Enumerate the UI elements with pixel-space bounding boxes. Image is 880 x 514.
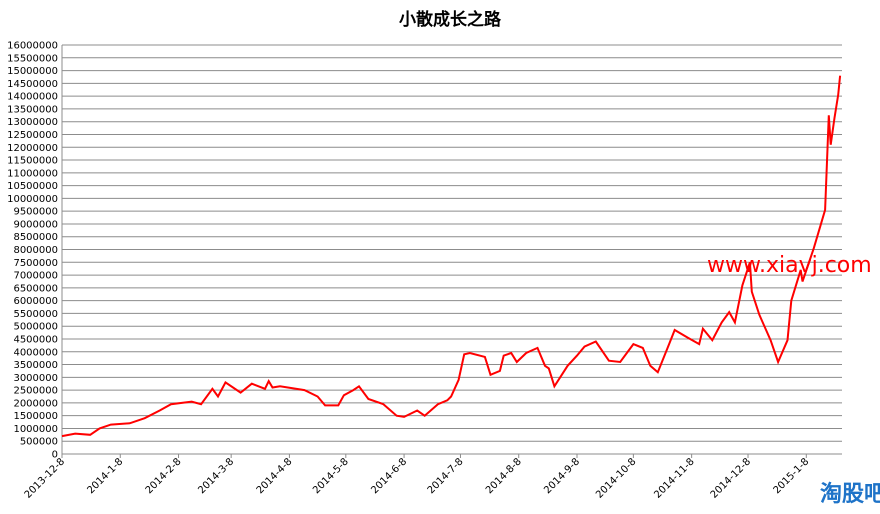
y-tick-label: 16000000: [7, 41, 58, 52]
y-tick-label: 9000000: [13, 219, 58, 230]
y-tick-label: 5000000: [13, 322, 58, 333]
x-tick-label: 2014-10-8: [594, 456, 638, 500]
x-tick-label: 2014-3-8: [196, 456, 236, 496]
y-tick-label: 10500000: [7, 181, 58, 192]
y-tick-label: 13500000: [7, 104, 58, 115]
x-tick-label: 2014-11-8: [652, 456, 696, 500]
y-tick-label: 14500000: [7, 79, 58, 90]
y-tick-label: 4500000: [13, 334, 58, 345]
y-tick-label: 12000000: [7, 143, 58, 154]
y-tick-label: 1000000: [13, 424, 58, 435]
y-tick-label: 2500000: [13, 386, 58, 397]
y-tick-label: 6500000: [13, 283, 58, 294]
y-tick-label: 10000000: [7, 194, 58, 205]
x-tick-label: 2014-4-8: [255, 456, 295, 496]
watermark: www.xiavj.com: [707, 253, 872, 278]
y-tick-label: 7000000: [13, 271, 58, 282]
y-tick-label: 6000000: [13, 296, 58, 307]
y-tick-label: 15500000: [7, 53, 58, 64]
y-tick-label: 0: [52, 450, 58, 461]
y-tick-label: 15000000: [7, 66, 58, 77]
x-tick-label: 2015-1-8: [772, 456, 812, 496]
x-tick-label: 2013-12-8: [23, 456, 67, 500]
x-tick-label: 2014-8-8: [484, 456, 524, 496]
line-series: [61, 75, 842, 438]
x-tick-label: 2014-9-8: [542, 456, 582, 496]
y-tick-label: 4000000: [13, 347, 58, 358]
y-tick-label: 7500000: [13, 258, 58, 269]
y-tick-label: 8000000: [13, 245, 58, 256]
y-tick-label: 12500000: [7, 130, 58, 141]
x-tick-label: 2014-2-8: [144, 456, 184, 496]
y-tick-label: 13000000: [7, 117, 58, 128]
y-tick-label: 3000000: [13, 373, 58, 384]
x-tick-label: 2014-6-8: [369, 456, 409, 496]
y-tick-label: 8500000: [13, 232, 58, 243]
x-tick-label: 2014-7-8: [426, 456, 466, 496]
y-tick-label: 11500000: [7, 156, 58, 167]
y-tick-label: 3500000: [13, 360, 58, 371]
y-tick-label: 14000000: [7, 92, 58, 103]
watermark-logo: 淘股吧: [820, 481, 880, 507]
y-tick-label: 2000000: [13, 398, 58, 409]
y-tick-label: 11000000: [7, 168, 58, 179]
chart-title: 小散成长之路: [399, 9, 502, 30]
x-tick-label: 2014-12-8: [709, 456, 753, 500]
x-tick-label: 2014-1-8: [86, 456, 126, 496]
y-tick-label: 5500000: [13, 309, 58, 320]
y-tick-label: 1500000: [13, 411, 58, 422]
y-tick-label: 9500000: [13, 207, 58, 218]
x-tick-label: 2014-5-8: [311, 456, 351, 496]
y-tick-label: 500000: [20, 437, 58, 448]
